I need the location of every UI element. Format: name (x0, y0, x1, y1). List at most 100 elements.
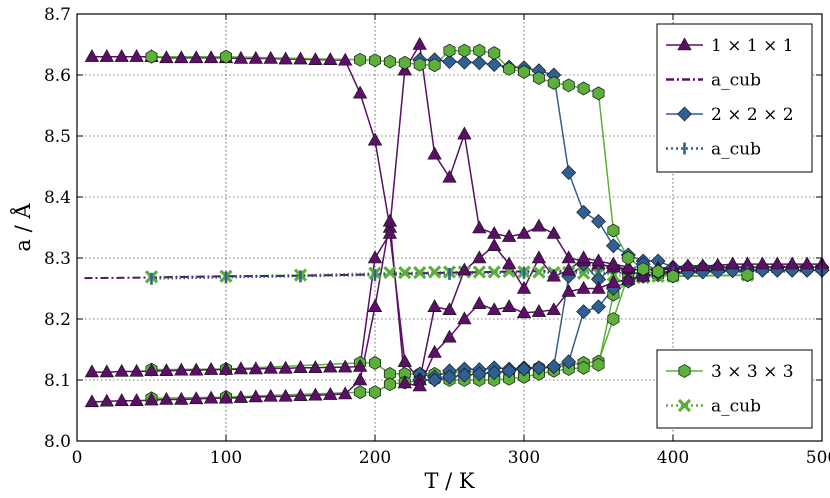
data-point (442, 54, 457, 70)
data-point (652, 264, 665, 279)
data-point (218, 390, 234, 404)
data-point (518, 65, 530, 79)
data-point (546, 268, 561, 282)
data-point (338, 359, 353, 373)
series-line (419, 59, 822, 268)
x-tick-label: 300 (508, 448, 540, 468)
data-point (220, 49, 232, 64)
x-tick-label: 200 (359, 448, 391, 468)
data-point (114, 393, 129, 406)
data-point (546, 359, 562, 375)
data-point (174, 50, 189, 64)
data-point (456, 367, 472, 383)
legend-label: a_cub (711, 140, 761, 160)
data-point (174, 391, 189, 405)
legend-label: 3 × 3 × 3 (711, 362, 794, 382)
legend-label: a_cub (711, 71, 761, 91)
data-point (561, 250, 576, 264)
data-point (501, 299, 517, 313)
data-point (442, 169, 457, 183)
data-point (412, 36, 427, 50)
data-point (427, 299, 442, 313)
legend-marker (677, 106, 692, 122)
data-point (443, 43, 456, 58)
y-tick-label: 8.3 (44, 249, 71, 269)
data-point (352, 372, 368, 386)
data-point (472, 220, 487, 234)
series-line (419, 269, 822, 381)
data-point (159, 363, 174, 377)
data-point (383, 266, 397, 280)
data-point (84, 394, 100, 408)
y-tick-label: 8.2 (44, 310, 71, 330)
data-point (577, 81, 590, 96)
data-point (397, 375, 412, 389)
data-point (503, 371, 516, 386)
data-point (248, 389, 263, 403)
x-tick-label: 500 (806, 448, 830, 468)
data-point (457, 126, 472, 140)
data-point (532, 71, 545, 85)
data-point (427, 344, 442, 358)
data-point (323, 359, 338, 373)
y-tick-label: 8.0 (44, 432, 71, 452)
legends: 1 × 1 × 1 a_cub 2 × 2 × 2 a_cub 3 × 3 × 3 a_c… (656, 23, 813, 429)
data-point (114, 363, 129, 377)
data-point (383, 54, 396, 69)
data-point (129, 393, 144, 406)
data-point (233, 361, 249, 375)
data-point (531, 304, 547, 317)
data-point (591, 280, 606, 294)
data-point (338, 52, 353, 66)
legend-marker (677, 37, 692, 51)
series-markers (84, 36, 830, 408)
data-point (174, 362, 189, 376)
data-point (412, 378, 427, 392)
data-point (352, 358, 368, 372)
data-point (487, 238, 502, 251)
data-point (501, 229, 517, 242)
x-tick-label: 400 (657, 448, 689, 468)
data-point (576, 250, 591, 264)
data-point (473, 43, 486, 58)
y-tick-label: 8.5 (44, 127, 71, 147)
data-point (471, 366, 487, 382)
data-point (248, 361, 263, 375)
data-point (516, 305, 532, 319)
data-point (471, 55, 487, 71)
data-point (442, 302, 457, 316)
data-point (99, 364, 114, 378)
legend-label: a_cub (711, 397, 761, 417)
data-point (562, 78, 575, 93)
data-point (710, 257, 725, 271)
data-point (592, 86, 605, 101)
data-point (263, 388, 278, 402)
data-point (233, 390, 249, 403)
data-point (516, 280, 532, 294)
x-tick-label: 100 (210, 448, 242, 468)
data-point (488, 46, 501, 60)
data-point (99, 49, 114, 62)
data-point (770, 256, 785, 270)
data-point (203, 50, 219, 64)
data-point (606, 274, 621, 288)
data-point (159, 391, 174, 405)
data-point (218, 362, 234, 375)
data-point (233, 50, 249, 64)
data-point (323, 52, 338, 65)
data-point (367, 250, 383, 264)
data-point (263, 50, 278, 64)
data-point (278, 51, 293, 65)
data-point (532, 265, 546, 279)
data-point (501, 256, 517, 270)
data-point (546, 302, 561, 316)
data-point (591, 213, 606, 229)
data-point (413, 57, 426, 72)
data-point (189, 391, 204, 405)
data-point (667, 269, 679, 284)
data-point (680, 258, 696, 272)
data-point (352, 85, 368, 99)
data-point (546, 225, 561, 239)
data-point (278, 360, 293, 374)
